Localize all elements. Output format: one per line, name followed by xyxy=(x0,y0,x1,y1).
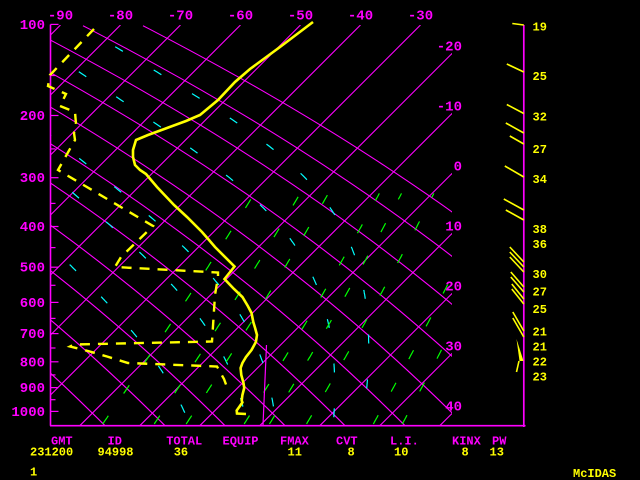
svg-text:1: 1 xyxy=(30,466,37,480)
svg-text:21: 21 xyxy=(533,341,547,355)
svg-text:8: 8 xyxy=(462,446,469,460)
svg-text:21: 21 xyxy=(533,326,547,340)
svg-text:20: 20 xyxy=(445,280,462,296)
svg-text:FMAX: FMAX xyxy=(280,435,310,449)
svg-text:-70: -70 xyxy=(168,9,193,25)
svg-text:27: 27 xyxy=(533,286,547,300)
svg-text:11: 11 xyxy=(288,446,302,460)
svg-text:30: 30 xyxy=(445,340,462,356)
svg-text:0: 0 xyxy=(454,160,462,176)
svg-text:McIDAS: McIDAS xyxy=(573,467,616,480)
svg-text:30: 30 xyxy=(533,268,547,282)
svg-text:-90: -90 xyxy=(48,9,73,25)
svg-text:32: 32 xyxy=(533,110,547,124)
svg-text:10: 10 xyxy=(394,446,408,460)
svg-text:CVT: CVT xyxy=(336,435,358,449)
svg-text:94998: 94998 xyxy=(98,446,134,460)
svg-text:600: 600 xyxy=(20,296,45,312)
svg-text:19: 19 xyxy=(533,20,547,34)
svg-text:-40: -40 xyxy=(348,9,373,25)
svg-text:25: 25 xyxy=(533,303,547,317)
svg-text:-10: -10 xyxy=(437,100,462,116)
svg-text:700: 700 xyxy=(20,327,45,343)
svg-text:36: 36 xyxy=(533,238,547,252)
svg-text:8: 8 xyxy=(348,446,355,460)
svg-text:ID: ID xyxy=(108,435,122,449)
svg-text:200: 200 xyxy=(20,109,45,125)
svg-text:EQUIP: EQUIP xyxy=(223,435,259,449)
svg-text:13: 13 xyxy=(490,446,504,460)
svg-text:36: 36 xyxy=(174,446,188,460)
svg-text:-60: -60 xyxy=(228,9,253,25)
svg-text:231200: 231200 xyxy=(30,446,73,460)
svg-text:400: 400 xyxy=(20,220,45,236)
svg-text:100: 100 xyxy=(20,18,45,34)
svg-text:500: 500 xyxy=(20,261,45,277)
svg-text:10: 10 xyxy=(445,220,462,236)
svg-text:38: 38 xyxy=(533,223,547,237)
svg-text:-80: -80 xyxy=(108,9,133,25)
svg-text:-30: -30 xyxy=(408,9,433,25)
svg-text:27: 27 xyxy=(533,143,547,157)
svg-text:34: 34 xyxy=(533,173,547,187)
svg-text:900: 900 xyxy=(20,381,45,397)
svg-text:L.I.: L.I. xyxy=(390,435,419,449)
svg-text:-50: -50 xyxy=(288,9,313,25)
svg-text:TOTAL: TOTAL xyxy=(166,435,202,449)
svg-text:23: 23 xyxy=(533,371,547,385)
svg-text:KINX: KINX xyxy=(452,435,482,449)
svg-text:25: 25 xyxy=(533,70,547,84)
svg-text:1000: 1000 xyxy=(11,405,45,421)
svg-text:-20: -20 xyxy=(437,40,462,56)
svg-text:GMT: GMT xyxy=(51,435,73,449)
svg-text:PW: PW xyxy=(492,435,507,449)
svg-text:300: 300 xyxy=(20,171,45,187)
svg-text:800: 800 xyxy=(20,355,45,371)
svg-text:40: 40 xyxy=(445,400,462,416)
svg-text:22: 22 xyxy=(533,356,547,370)
